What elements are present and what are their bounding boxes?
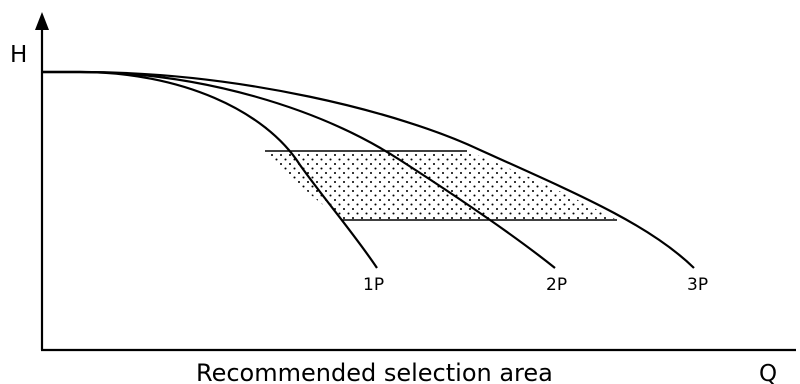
curve-label-3p: 3P xyxy=(687,275,708,295)
diagram-caption: Recommended selection area xyxy=(196,359,553,384)
curve-2p xyxy=(42,70,556,269)
x-axis-label: Q xyxy=(759,361,777,384)
curve-label-1p: 1P xyxy=(363,275,384,295)
y-axis-label: H xyxy=(10,42,27,68)
curve-3p xyxy=(42,70,695,269)
curve-1p xyxy=(42,70,378,269)
curve-label-2p: 2P xyxy=(546,275,567,295)
y-axis-arrow xyxy=(35,12,49,30)
